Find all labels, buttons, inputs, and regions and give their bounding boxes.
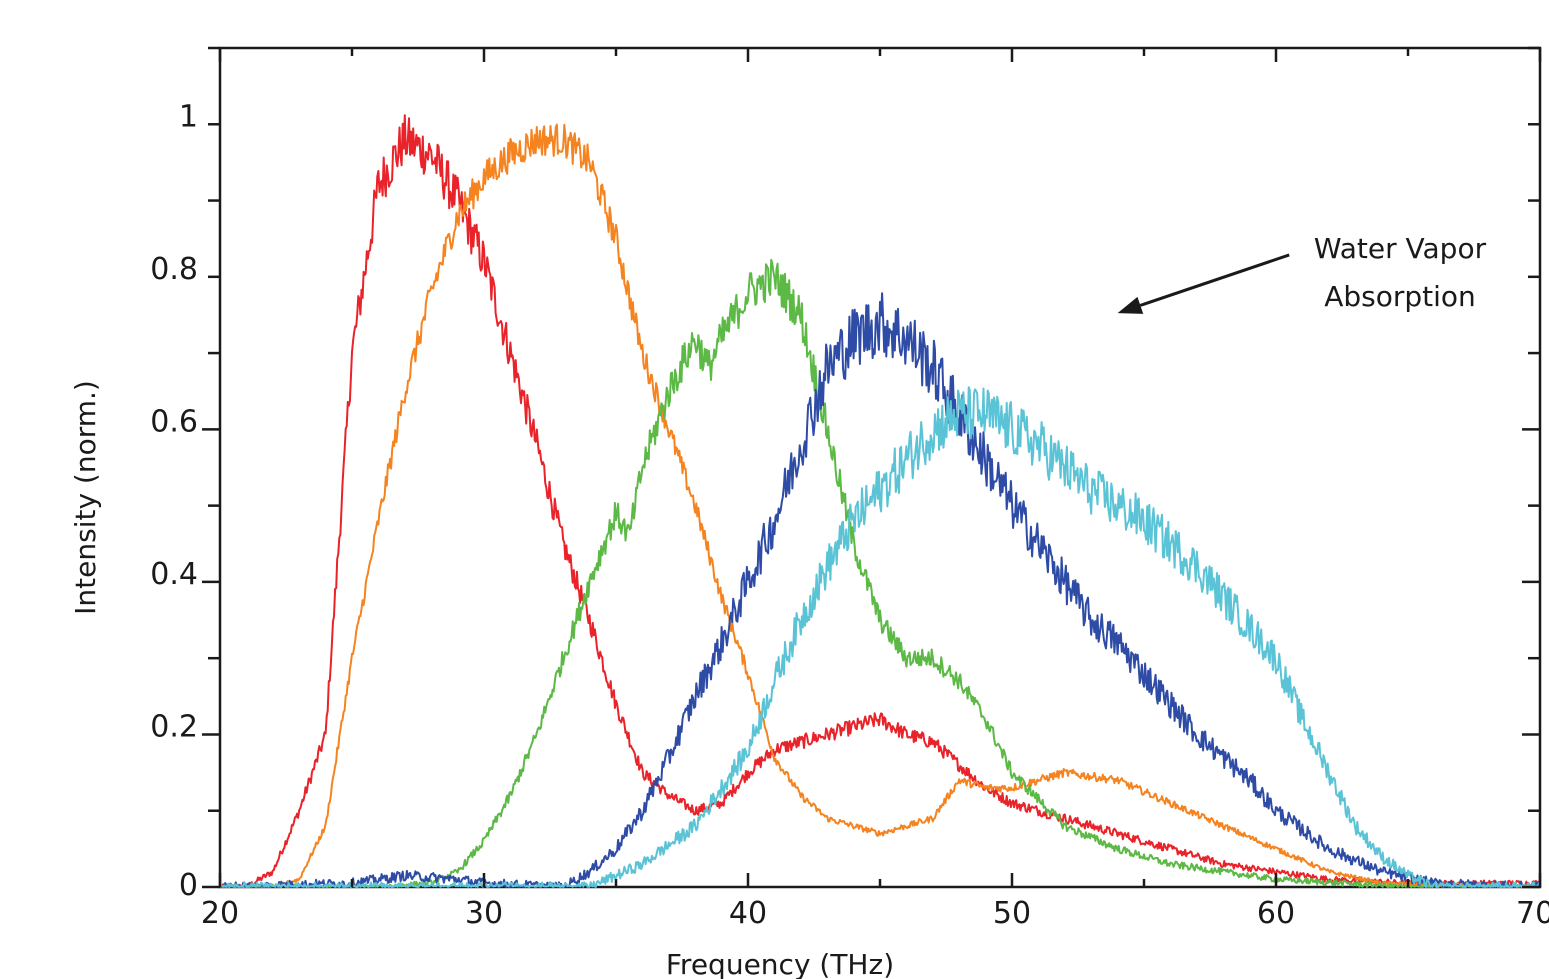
x-tick-labels: 20 30 40 50 60 70 [201, 896, 1549, 931]
y-tick-label: 0.8 [150, 252, 198, 287]
y-tick-label: 0.4 [150, 557, 198, 592]
ticks-layer [202, 46, 1542, 889]
y-tick-label: 0.6 [150, 404, 198, 439]
y-tick-label: 1 [179, 99, 198, 134]
x-axis-title: Frequency (THz) [666, 948, 894, 979]
x-tick-label: 70 [1516, 896, 1549, 931]
series-line-2 [220, 123, 1541, 888]
x-tick-label: 60 [1257, 896, 1295, 931]
series-layer [219, 114, 1541, 888]
series-line-4 [219, 292, 1541, 888]
x-tick-label: 30 [465, 896, 503, 931]
y-tick-labels: 0 0.2 0.4 0.6 0.8 1 [150, 99, 198, 903]
plot-frame [218, 46, 1542, 889]
plot-area [202, 46, 1542, 889]
annotation-arrowhead [1117, 296, 1144, 314]
annotation-arrow [1139, 253, 1290, 307]
annotation-line-1: Water Vapor [1314, 232, 1487, 265]
x-tick-label: 50 [993, 896, 1031, 931]
annotation: Water Vapor Absorption [1117, 232, 1487, 314]
y-axis-title: Intensity (norm.) [69, 380, 102, 615]
x-tick-label: 20 [201, 896, 239, 931]
series-line-5 [219, 386, 1541, 888]
y-tick-label: 0.2 [150, 709, 198, 744]
annotation-line-2: Absorption [1324, 280, 1476, 313]
y-tick-label: 0 [179, 868, 198, 903]
x-tick-label: 40 [729, 896, 767, 931]
